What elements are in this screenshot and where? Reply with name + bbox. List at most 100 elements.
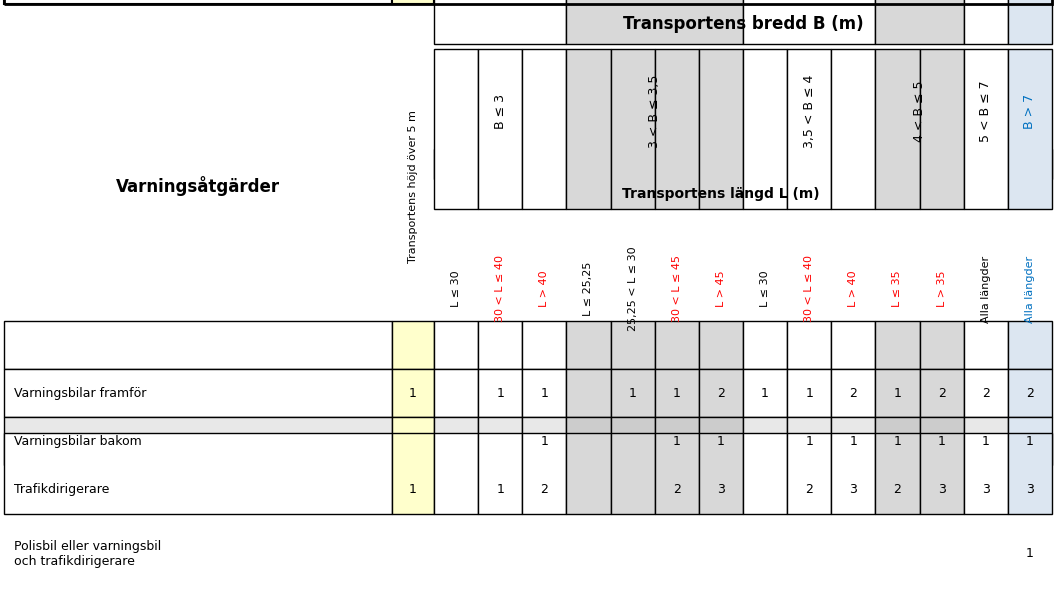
Text: 30 < L ≤ 40: 30 < L ≤ 40 <box>495 255 505 322</box>
Text: 3: 3 <box>982 483 989 496</box>
Text: B > 7: B > 7 <box>1023 94 1036 129</box>
Bar <box>655 321 699 369</box>
Bar <box>831 49 875 209</box>
Text: 1: 1 <box>806 435 813 448</box>
Bar <box>743 433 787 514</box>
Bar <box>392 417 434 465</box>
Bar <box>875 49 920 209</box>
Bar <box>699 369 743 417</box>
Bar <box>655 433 699 514</box>
Bar <box>478 369 523 417</box>
Text: 1: 1 <box>628 386 637 399</box>
Bar <box>610 417 655 465</box>
Bar <box>478 433 523 514</box>
Bar <box>1007 433 1052 514</box>
Text: 1: 1 <box>496 483 504 496</box>
Text: L ≤ 25,25: L ≤ 25,25 <box>584 262 593 316</box>
Text: 3 < B ≤ 3,5: 3 < B ≤ 3,5 <box>648 75 661 148</box>
Text: 3: 3 <box>849 483 857 496</box>
Text: 1: 1 <box>409 386 417 399</box>
Text: 2: 2 <box>982 386 989 399</box>
Text: 1: 1 <box>1026 547 1034 560</box>
Text: L ≤ 35: L ≤ 35 <box>892 271 903 307</box>
Bar <box>610 369 655 417</box>
Bar <box>566 0 743 44</box>
Text: 1: 1 <box>806 386 813 399</box>
Bar <box>566 49 610 209</box>
Bar <box>831 417 875 465</box>
Bar <box>964 369 1007 417</box>
Bar <box>392 0 434 4</box>
Bar <box>392 369 434 417</box>
Text: 4 < B ≤ 5: 4 < B ≤ 5 <box>913 81 926 142</box>
Bar <box>787 417 831 465</box>
Text: 1: 1 <box>717 435 724 448</box>
Text: 3,5 < B ≤ 4: 3,5 < B ≤ 4 <box>803 75 815 148</box>
Text: L > 45: L > 45 <box>716 271 725 307</box>
Text: 2: 2 <box>1026 386 1034 399</box>
Bar <box>875 417 920 465</box>
Text: 1: 1 <box>893 386 902 399</box>
Text: 2: 2 <box>541 483 548 496</box>
Text: L ≤ 30: L ≤ 30 <box>760 271 770 307</box>
Bar <box>1007 149 1052 179</box>
Bar <box>920 369 964 417</box>
Text: 30 < L ≤ 45: 30 < L ≤ 45 <box>672 255 682 322</box>
Bar <box>920 321 964 369</box>
Text: 3: 3 <box>938 483 945 496</box>
Bar <box>964 433 1007 514</box>
Bar <box>434 321 478 369</box>
Bar <box>434 417 478 465</box>
Text: 5 < B ≤ 7: 5 < B ≤ 7 <box>979 81 993 142</box>
Bar <box>434 149 1007 179</box>
Bar <box>4 433 392 514</box>
Bar <box>434 49 478 209</box>
Bar <box>4 369 392 417</box>
Bar <box>610 433 655 514</box>
Text: 2: 2 <box>849 386 857 399</box>
Bar <box>743 369 787 417</box>
Text: 2: 2 <box>673 483 681 496</box>
Text: L > 40: L > 40 <box>540 271 549 307</box>
Bar <box>478 417 523 465</box>
Text: Varningsåtgärder: Varningsåtgärder <box>116 176 280 197</box>
Text: Transportens längd L (m): Transportens längd L (m) <box>622 187 819 201</box>
Bar <box>831 369 875 417</box>
Text: 1: 1 <box>893 435 902 448</box>
Bar <box>610 321 655 369</box>
Text: Varningsbilar bakom: Varningsbilar bakom <box>14 435 142 448</box>
Text: Trafikdirigerare: Trafikdirigerare <box>14 483 110 496</box>
Text: 1: 1 <box>409 483 417 496</box>
Text: 1: 1 <box>541 435 548 448</box>
Bar <box>964 49 1007 209</box>
Text: L ≤ 30: L ≤ 30 <box>451 271 461 307</box>
Bar <box>875 0 964 44</box>
Text: 1: 1 <box>849 435 857 448</box>
Bar <box>434 433 478 514</box>
Bar <box>964 417 1007 465</box>
Bar <box>566 369 610 417</box>
Bar <box>392 433 434 514</box>
Text: B ≤ 3: B ≤ 3 <box>494 94 507 129</box>
Bar <box>787 321 831 369</box>
Bar <box>743 417 787 465</box>
Text: 1: 1 <box>938 435 945 448</box>
Bar <box>478 49 523 209</box>
Bar <box>434 369 478 417</box>
Bar <box>392 321 434 369</box>
Bar <box>875 369 920 417</box>
Text: Transportens bredd B (m): Transportens bredd B (m) <box>623 15 864 33</box>
Bar <box>787 369 831 417</box>
Bar <box>566 321 610 369</box>
Text: 25,25 < L ≤ 30: 25,25 < L ≤ 30 <box>627 247 638 331</box>
Text: Transportens höjd över 5 m: Transportens höjd över 5 m <box>408 110 418 263</box>
Text: Alla längder: Alla längder <box>981 255 991 322</box>
Text: Polisbil eller varningsbil
och trafikdirigerare: Polisbil eller varningsbil och trafikdir… <box>14 540 162 568</box>
Text: 2: 2 <box>717 386 724 399</box>
Bar <box>4 417 392 465</box>
Bar <box>743 49 787 209</box>
Bar <box>920 417 964 465</box>
Bar <box>566 433 610 514</box>
Text: 1: 1 <box>541 386 548 399</box>
Bar <box>787 49 831 209</box>
